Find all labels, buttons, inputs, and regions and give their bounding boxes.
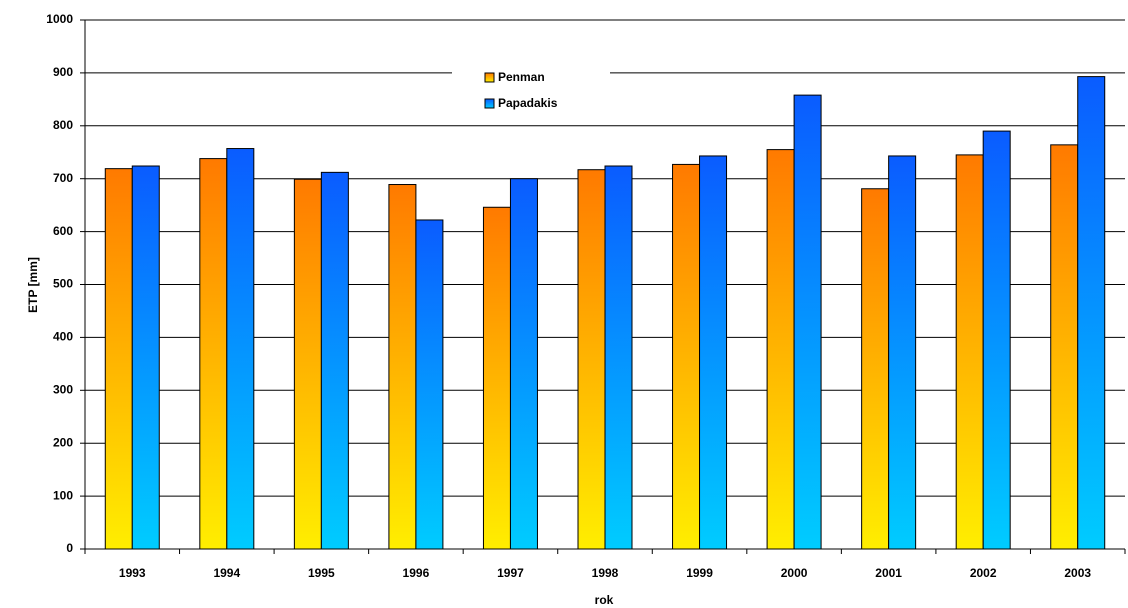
bar (672, 163, 701, 550)
bar (131, 165, 160, 550)
bar (982, 130, 1011, 550)
bar (293, 178, 322, 550)
bar (604, 165, 633, 550)
bar (199, 158, 228, 550)
y-tick-label: 300 (53, 382, 73, 396)
x-tick-label: 1997 (497, 566, 524, 580)
y-tick-label: 800 (53, 118, 73, 132)
bar (1050, 144, 1079, 550)
y-tick-label: 200 (53, 435, 73, 449)
bar (415, 219, 444, 550)
y-tick-label: 700 (53, 171, 73, 185)
bar (1077, 76, 1106, 550)
bar (699, 155, 728, 550)
x-tick-label: 2002 (970, 566, 997, 580)
bar (104, 168, 133, 550)
x-tick-label: 2003 (1064, 566, 1091, 580)
x-tick-label: 1999 (686, 566, 713, 580)
legend-label: Penman (498, 70, 545, 84)
legend-box (452, 60, 610, 118)
y-tick-label: 400 (53, 330, 73, 344)
x-tick-label: 1998 (592, 566, 619, 580)
x-tick-label: 2000 (781, 566, 808, 580)
legend-label: Papadakis (498, 96, 558, 110)
y-tick-label: 100 (53, 488, 73, 502)
x-tick-label: 1993 (119, 566, 146, 580)
y-tick-label: 0 (66, 541, 73, 555)
bar (509, 178, 538, 550)
bar (388, 184, 417, 550)
legend-swatch (484, 98, 495, 109)
bar (955, 154, 984, 550)
bar (861, 188, 890, 550)
x-tick-label: 2001 (875, 566, 902, 580)
bar (226, 148, 255, 550)
y-axis-label: ETP [mm] (26, 257, 40, 313)
legend-swatch (484, 72, 495, 83)
x-tick-label: 1996 (403, 566, 430, 580)
x-tick-label: 1995 (308, 566, 335, 580)
x-tick-label: 1994 (213, 566, 240, 580)
y-tick-label: 1000 (46, 12, 73, 26)
bar (320, 171, 349, 550)
bar (577, 169, 606, 550)
bar (766, 149, 795, 550)
y-tick-label: 900 (53, 65, 73, 79)
y-tick-label: 500 (53, 277, 73, 291)
bar (888, 155, 917, 550)
bar (482, 206, 511, 550)
x-axis-label: rok (595, 593, 614, 607)
bar (793, 94, 822, 550)
y-tick-label: 600 (53, 224, 73, 238)
